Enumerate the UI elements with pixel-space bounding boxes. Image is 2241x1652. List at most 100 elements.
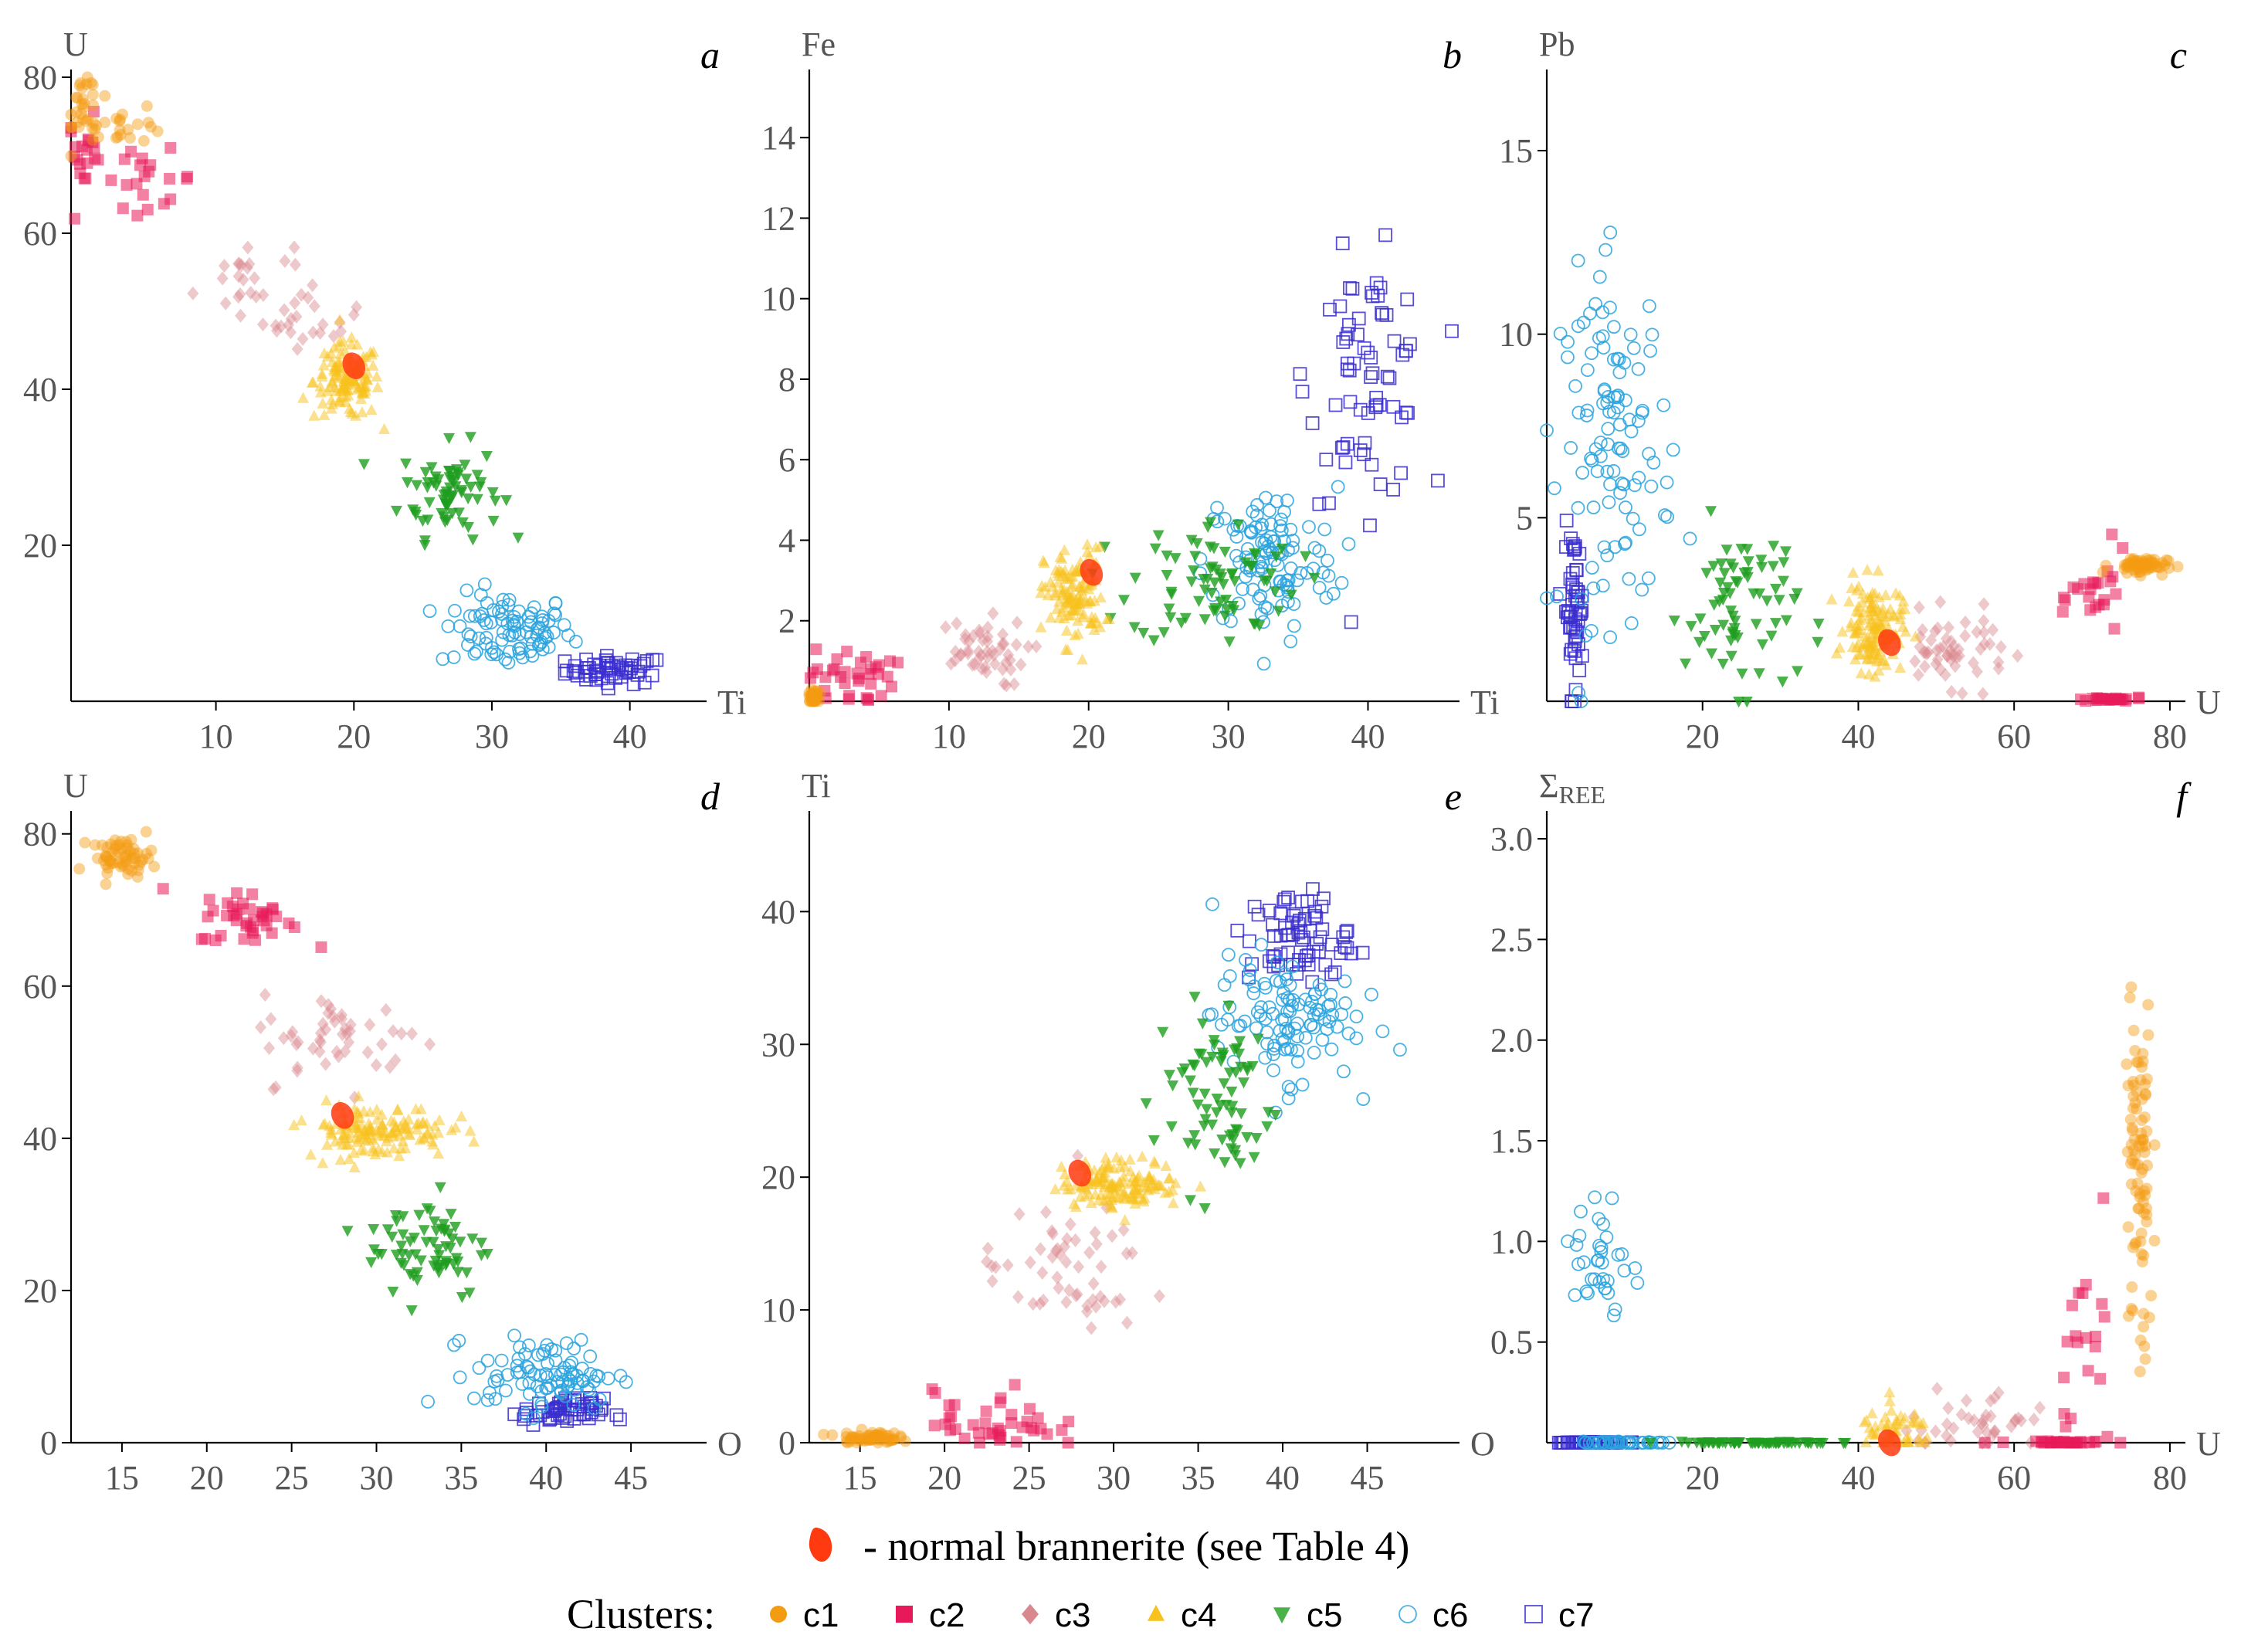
point-c1 [2124,992,2136,1004]
point-c6 [1619,535,1632,550]
point-c2 [1997,1437,2009,1449]
point-c1 [91,852,103,864]
point-c6 [422,604,437,619]
point-c1 [2132,1057,2144,1069]
point-c1 [122,868,134,880]
point-c5 [407,504,419,516]
point-c6 [1662,1436,1677,1450]
point-c1 [2143,1311,2155,1324]
point-c3 [232,256,245,271]
point-c4 [1871,652,1883,663]
point-c6 [1602,495,1616,510]
point-c6 [1588,297,1603,311]
x-axis-label: O [717,1425,742,1463]
point-c1 [118,850,131,863]
point-c4 [1124,1165,1136,1176]
point-c7 [600,656,615,670]
point-c3 [2015,1413,2027,1428]
point-c6 [1291,997,1306,1012]
point-c4 [365,403,378,416]
point-c6 [501,598,516,612]
point-c3 [233,256,246,271]
point-c6 [499,1383,513,1398]
point-c3 [232,290,245,304]
point-c3 [1959,629,1971,643]
point-c4 [1856,588,1869,599]
point-c4 [468,1135,480,1147]
point-c7 [589,663,603,678]
point-c6 [1612,365,1627,380]
point-c6 [472,631,487,646]
point-c1 [77,102,90,114]
point-c6 [1596,1272,1610,1286]
point-c5 [1161,550,1173,562]
point-c3 [1953,649,1965,663]
point-c2 [221,909,233,921]
point-c5 [1731,632,1744,644]
y-tick-label: 8 [778,361,795,399]
point-c1 [806,690,819,703]
point-c3 [996,636,1009,651]
point-c5 [409,1249,422,1260]
point-c6 [487,645,501,660]
point-c5 [1158,627,1170,639]
point-c6 [448,603,462,618]
point-c7 [546,1404,561,1418]
point-c6 [1592,270,1607,284]
point-c1 [2171,561,2184,573]
y-tick-label: 80 [23,59,57,97]
point-c6 [1281,1080,1296,1094]
point-c1 [806,688,819,700]
point-c5 [1741,572,1754,584]
point-c3 [1967,656,1979,670]
point-c5 [413,1209,425,1221]
point-c6 [1606,464,1621,478]
point-c7 [531,1396,546,1411]
point-c1 [875,1430,887,1443]
y-tick-label: 6 [778,441,795,479]
point-c3 [1059,1240,1071,1254]
point-c6 [1571,405,1586,420]
point-c3 [1095,1260,1107,1274]
point-c5 [433,1250,446,1261]
point-c6 [1581,1286,1595,1301]
point-c2 [69,212,81,225]
point-c5 [1763,1438,1775,1450]
point-c4 [328,360,341,372]
point-c7 [1340,436,1354,451]
point-c3 [1051,1270,1063,1285]
x-tick-label: 35 [444,1459,478,1497]
x-tick-label: 45 [1351,1459,1385,1497]
point-c6 [1215,1017,1229,1032]
point-c4 [1897,595,1910,606]
point-c4 [1866,598,1878,609]
point-c6 [476,613,491,627]
point-c7 [1399,344,1413,358]
point-c1 [894,1430,907,1442]
point-c1 [2134,1334,2147,1346]
point-c3 [1070,1233,1082,1247]
point-c6 [1254,607,1269,622]
point-c1 [2129,1149,2141,1162]
point-c3 [1912,667,1924,682]
point-c5 [442,499,454,511]
point-c6 [498,652,513,667]
point-c6 [1606,1308,1621,1323]
point-c5 [1246,1060,1259,1073]
y-axis-label: U [63,767,88,805]
point-c5 [1187,1087,1199,1099]
point-c5 [443,433,456,445]
point-c3 [361,1045,374,1060]
point-c1 [876,1429,889,1441]
point-c6 [1295,1077,1310,1092]
point-c1 [2134,1235,2147,1247]
point-c3 [307,325,319,340]
point-c1 [2138,1249,2150,1261]
point-c2 [82,133,94,145]
normal-brannerite-symbol [809,1527,832,1562]
legend-item-c7: c7 [1524,1596,1594,1634]
point-c4 [345,331,358,343]
point-c1 [2148,554,2161,566]
point-c7 [1373,280,1388,295]
